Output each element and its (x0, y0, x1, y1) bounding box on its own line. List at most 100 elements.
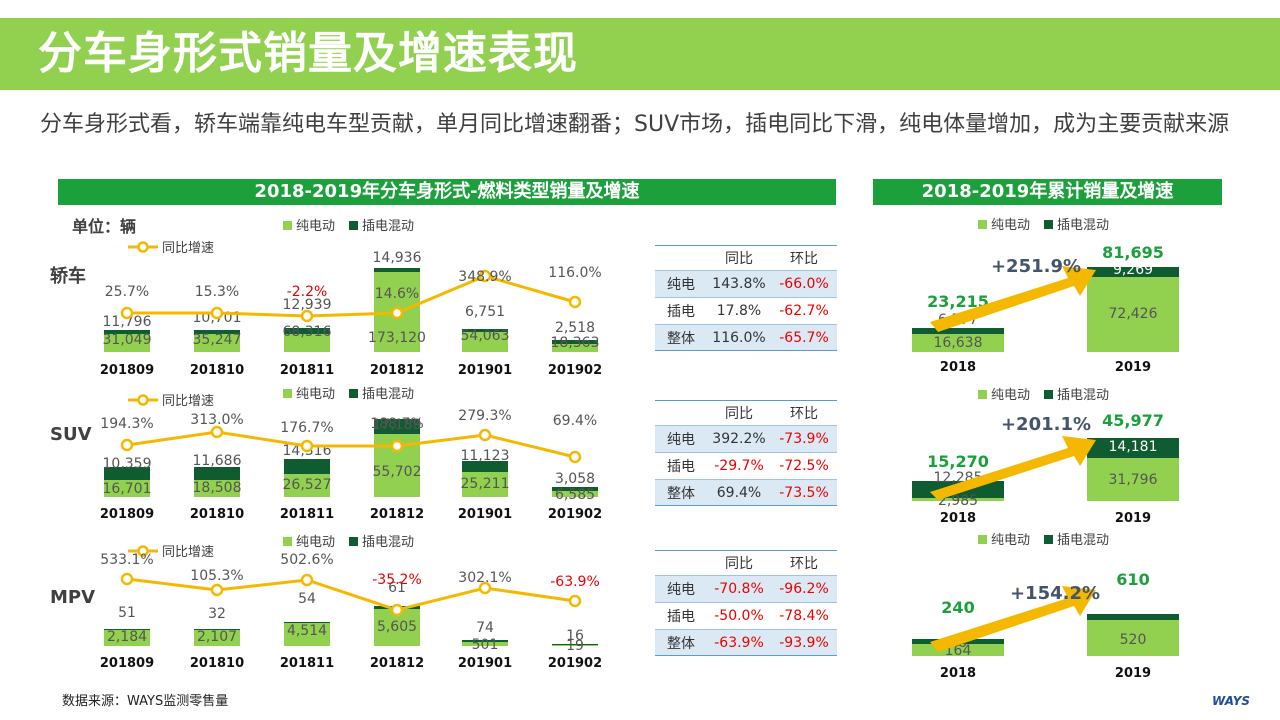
data-label-growth: 15.3% (195, 284, 239, 300)
growth-point (300, 439, 314, 453)
legend-swatch-bev (283, 537, 292, 546)
growth-point (120, 572, 134, 586)
legend-label-bev: 纯电动 (296, 219, 335, 234)
growth-point (478, 269, 492, 283)
bar-bev (462, 642, 508, 646)
data-label-bev: 4,514 (287, 623, 327, 639)
x-tick-label: 201902 (548, 656, 602, 671)
table-header: 同比 环比 (655, 550, 837, 575)
legend-marker-growth (137, 394, 149, 406)
x-tick-label: 201902 (548, 507, 602, 522)
legend-label-bev: 纯电动 (991, 218, 1030, 233)
cum-bar-bev (912, 334, 1004, 352)
data-label-phev: 61 (388, 580, 406, 596)
cum-total-label: 610 (1116, 570, 1149, 589)
bar-phev (104, 467, 150, 480)
bar-bev (104, 630, 150, 646)
bar-phev (374, 419, 420, 434)
bar-bev (104, 480, 150, 497)
legend-swatch-bev (283, 221, 292, 230)
data-label-bev: 16,701 (103, 481, 152, 497)
growth-point (390, 306, 404, 320)
cum-x-tick-label: 2019 (1115, 360, 1151, 375)
growth-arrow (930, 436, 1096, 500)
x-tick-label: 201809 (100, 656, 154, 671)
cum-total-label: 45,977 (1102, 411, 1164, 430)
growth-line (127, 274, 576, 318)
x-tick-label: 201901 (458, 656, 512, 671)
data-label-phev: 16 (566, 628, 584, 644)
bar-bev (194, 480, 240, 497)
data-label-bev: 6,585 (555, 487, 595, 503)
table-row: 纯电 143.8% -66.0% (655, 270, 837, 297)
cum-label-bev: 16,638 (934, 335, 983, 351)
data-label-growth: -35.2% (372, 572, 422, 588)
legend-label-bev: 纯电动 (296, 535, 335, 550)
bar-phev (194, 467, 240, 480)
panel-label-0: 轿车 (50, 265, 86, 287)
data-label-bev: 501 (472, 637, 499, 653)
data-label-growth: 25.7% (105, 284, 149, 300)
cum-x-tick-label: 2018 (940, 511, 976, 526)
x-tick-label: 201811 (280, 656, 334, 671)
table-cell: -50.0% (714, 608, 764, 624)
table-cell: 纯电 (667, 582, 695, 598)
data-label-phev: 54 (298, 591, 316, 607)
x-tick-label: 201811 (280, 507, 334, 522)
data-label-bev: 19 (566, 638, 584, 654)
data-label-growth: 116.0% (548, 265, 601, 281)
legend-swatch-phev (349, 537, 358, 546)
table-cell: -65.7% (779, 329, 829, 346)
table-cell: -93.9% (779, 634, 829, 651)
table-cell: 143.8% (712, 276, 766, 292)
table-cell: -96.2% (779, 581, 829, 597)
data-label-bev: 2,184 (107, 629, 147, 645)
cum-bar-phev (1087, 267, 1179, 277)
data-label-phev: 14,936 (373, 250, 422, 266)
table-row: 纯电 -70.8% -96.2% (655, 575, 837, 602)
cum-bar-bev (1087, 620, 1179, 656)
data-label-growth: 69.4% (553, 413, 597, 429)
data-label-growth: 279.3% (458, 408, 511, 424)
cum-growth-label: +154.2% (1010, 583, 1100, 604)
bar-bev (284, 623, 330, 646)
data-label-growth: 176.7% (280, 420, 333, 436)
growth-point (478, 581, 492, 595)
cum-label-phev: 14,181 (1109, 439, 1158, 455)
table-header-cell: 同比 (725, 251, 753, 267)
data-label-phev: 32 (208, 606, 226, 622)
growth-point (210, 583, 224, 597)
bar-phev (194, 629, 240, 630)
growth-line (126, 430, 576, 459)
legend-label-bev: 纯电动 (991, 388, 1030, 403)
data-label-bev: 18,508 (193, 480, 242, 496)
cum-x-tick-label: 2019 (1115, 666, 1151, 681)
table-cell: -62.7% (779, 303, 829, 319)
legend-label-phev: 插电混动 (1057, 218, 1109, 233)
table-row: 插电 -50.0% -78.4% (655, 602, 837, 629)
panel-label-1: SUV (50, 424, 92, 445)
legend-label-bev: 纯电动 (991, 533, 1030, 548)
table-cell: 整体 (667, 635, 695, 652)
legend-swatch-bev (283, 389, 292, 398)
bar-phev (462, 640, 508, 642)
data-label-phev: 10,359 (103, 456, 152, 472)
data-label-phev: 17,189 (373, 417, 422, 433)
growth-point (390, 439, 404, 453)
growth-point (390, 603, 404, 617)
table-cell: 插电 (667, 459, 695, 475)
right-chart-header: 2018-2019年累计销量及增速 (873, 179, 1222, 205)
x-tick-label: 201810 (190, 507, 244, 522)
table-cell: -73.9% (779, 431, 829, 447)
data-label-growth: -2.2% (287, 284, 328, 300)
data-label-bev: 5,605 (377, 619, 417, 635)
data-label-phev: 51 (118, 605, 136, 621)
cum-x-tick-label: 2018 (940, 360, 976, 375)
cum-growth-label: +251.9% (991, 256, 1081, 277)
cum-total-label: 240 (941, 598, 974, 617)
legend-swatch-phev (1044, 220, 1053, 229)
cum-bar-bev (912, 498, 1004, 501)
table-cell: -73.5% (779, 484, 829, 501)
growth-point (478, 428, 492, 442)
data-label-growth: 188.7% (370, 416, 423, 432)
